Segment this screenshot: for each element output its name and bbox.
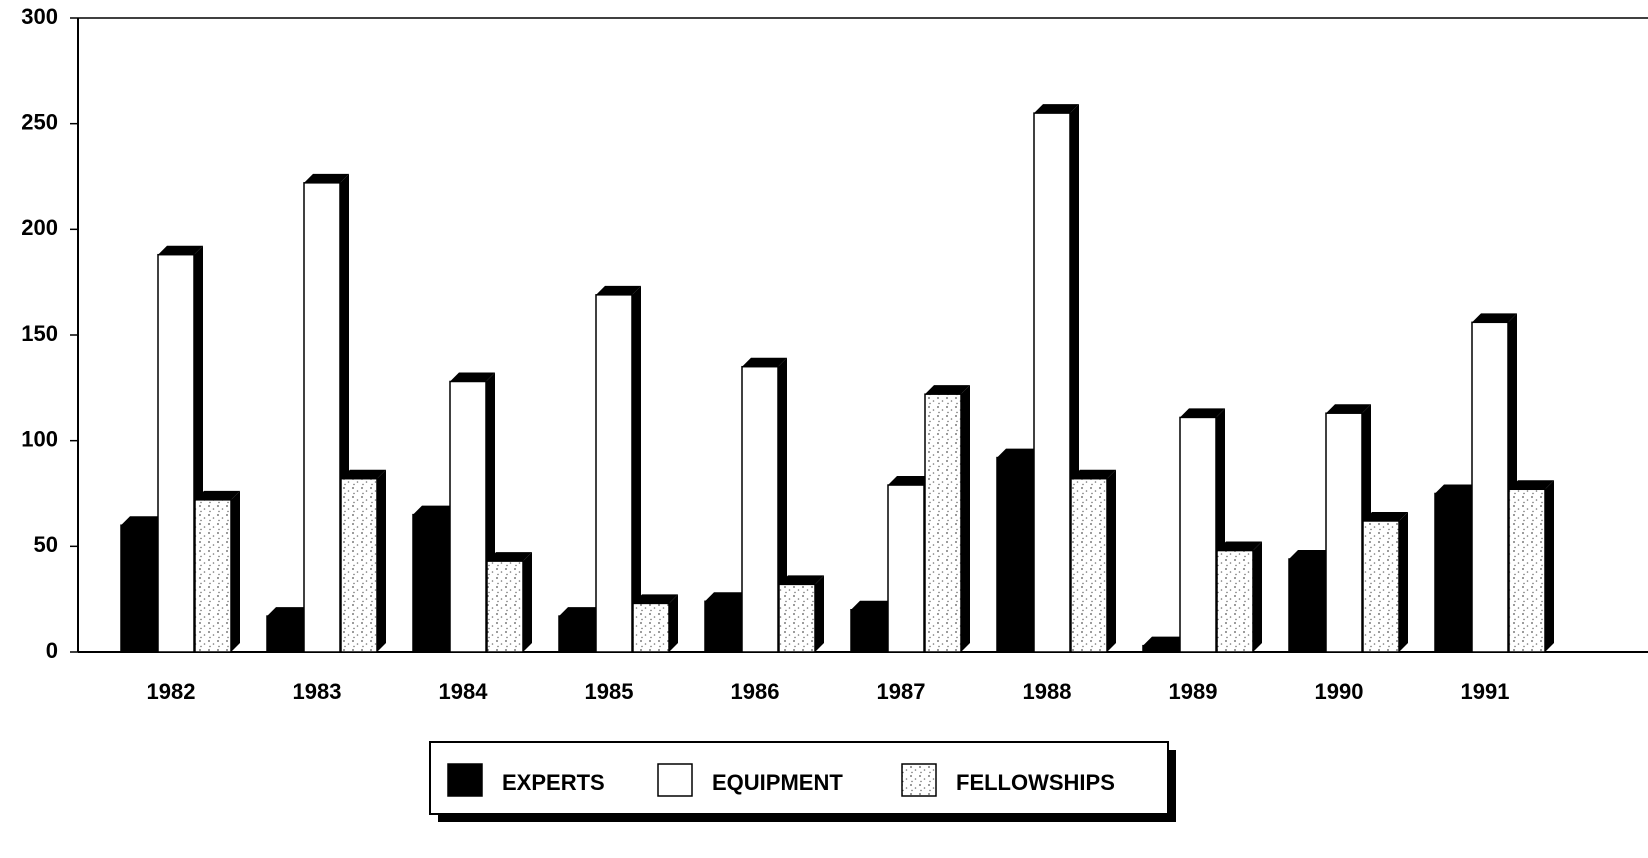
bar-top <box>1289 550 1334 560</box>
bar <box>340 477 378 653</box>
bar-top <box>304 173 349 183</box>
bar-side <box>523 552 532 652</box>
bar-top <box>1363 511 1408 521</box>
x-tick-label: 1986 <box>731 679 780 704</box>
x-tick-label: 1991 <box>1461 679 1510 704</box>
bar-top <box>596 285 641 295</box>
bar-top <box>1509 480 1554 490</box>
bar <box>778 583 816 653</box>
y-tick-label: 200 <box>21 215 58 240</box>
bar-top <box>1435 484 1480 494</box>
y-tick-label: 300 <box>21 4 58 29</box>
bar <box>595 294 633 653</box>
bar <box>996 456 1034 653</box>
legend-label: EQUIPMENT <box>712 770 843 795</box>
bar-side <box>1253 541 1262 652</box>
bar-top <box>450 372 495 382</box>
bar-side <box>1399 511 1408 652</box>
x-tick-label: 1988 <box>1023 679 1072 704</box>
y-tick-label: 0 <box>46 638 58 663</box>
bar <box>924 393 962 653</box>
bar <box>1216 549 1254 653</box>
bar-top <box>888 476 933 486</box>
x-tick-label: 1984 <box>439 679 489 704</box>
bar <box>1142 644 1180 653</box>
bar-side <box>377 469 386 652</box>
legend: EXPERTS EQUIPMENT FELLOWSHIPS <box>429 741 1176 822</box>
bar <box>741 365 779 653</box>
bar-top <box>1217 541 1262 551</box>
bar-top <box>851 600 896 610</box>
bar-top <box>1326 404 1371 414</box>
bar <box>1471 321 1509 653</box>
bar-top <box>997 448 1042 458</box>
legend-label: FELLOWSHIPS <box>956 770 1115 795</box>
bar <box>412 513 450 653</box>
bar-side <box>1107 469 1116 652</box>
bar-top <box>158 245 203 255</box>
legend-swatch <box>447 763 483 797</box>
bar <box>1033 112 1071 653</box>
bar <box>1325 412 1363 653</box>
x-tick-label: 1990 <box>1315 679 1364 704</box>
bar <box>194 499 232 653</box>
bar <box>704 600 742 653</box>
bar-top <box>559 607 604 617</box>
bar-top <box>267 607 312 617</box>
y-tick-label: 50 <box>34 532 58 557</box>
bar <box>1362 520 1400 653</box>
bar-top <box>742 357 787 367</box>
bar-side <box>669 594 678 652</box>
bar <box>1508 488 1546 653</box>
x-tick-label: 1987 <box>877 679 926 704</box>
bar <box>449 380 487 653</box>
bar <box>1179 416 1217 653</box>
bar-top <box>633 594 678 604</box>
bar-side <box>778 357 787 652</box>
x-tick-label: 1985 <box>585 679 634 704</box>
bar-side <box>231 490 240 652</box>
bar-top <box>1034 104 1079 114</box>
bar-side <box>1545 480 1554 652</box>
y-tick-label: 250 <box>21 109 58 134</box>
y-tick-label: 100 <box>21 426 58 451</box>
bar-side <box>632 285 641 652</box>
bar-top <box>487 552 532 562</box>
bar-top <box>121 516 166 526</box>
bar <box>850 608 888 653</box>
bar <box>1434 492 1472 653</box>
bar-top <box>1472 313 1517 323</box>
bar <box>632 602 670 653</box>
bar-top <box>1180 408 1225 418</box>
legend-swatch <box>901 763 937 797</box>
bar-top <box>925 385 970 395</box>
legend-box <box>429 741 1169 815</box>
bar <box>887 484 925 653</box>
bar-side <box>961 385 970 652</box>
legend-label: EXPERTS <box>502 770 605 795</box>
bar <box>303 182 341 653</box>
bar-top <box>413 505 458 515</box>
bar <box>1070 477 1108 653</box>
y-tick-label: 150 <box>21 321 58 346</box>
x-tick-label: 1983 <box>293 679 342 704</box>
legend-swatch <box>657 763 693 797</box>
bar <box>266 615 304 653</box>
x-tick-label: 1982 <box>147 679 196 704</box>
bar <box>157 253 195 653</box>
bar-top <box>779 575 824 585</box>
bar-top <box>195 490 240 500</box>
bar-top <box>1071 469 1116 479</box>
bar <box>486 560 524 653</box>
x-tick-label: 1989 <box>1169 679 1218 704</box>
bar-top <box>341 469 386 479</box>
bar <box>558 615 596 653</box>
bar-top <box>705 592 750 602</box>
bar <box>1288 558 1326 653</box>
bar <box>120 524 158 653</box>
bar-top <box>1143 636 1188 646</box>
bar-side <box>815 575 824 652</box>
